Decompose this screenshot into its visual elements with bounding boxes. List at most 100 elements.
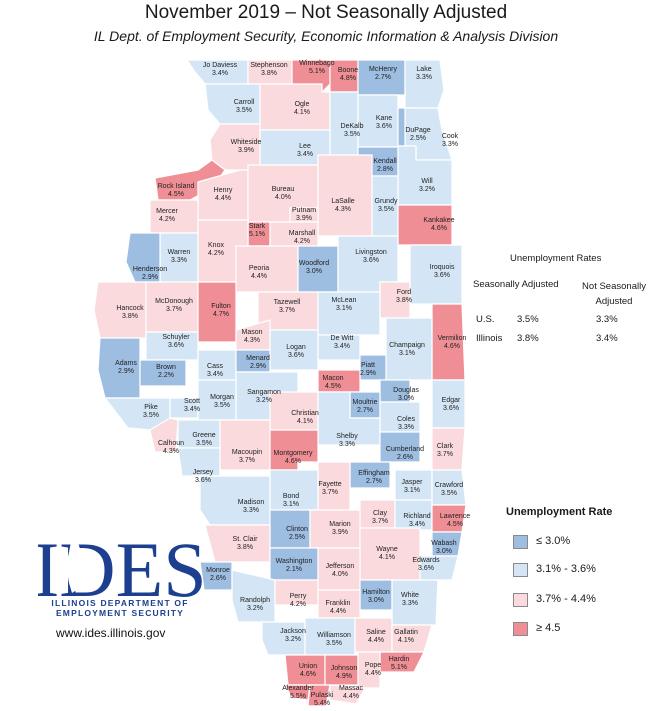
county-rate-label: 3.5%	[236, 107, 252, 114]
county-rate-label: 3.7%	[372, 518, 388, 525]
county-rate-label: 4.9%	[336, 673, 352, 680]
legend-swatch	[513, 593, 528, 607]
county-name-label: Will	[421, 178, 433, 185]
county-name-label: De Witt	[331, 335, 354, 342]
county-name-label: Edwards	[412, 557, 440, 564]
county-name-label: Jasper	[401, 479, 423, 486]
county-rate-label: 3.1%	[404, 487, 420, 494]
county-rate-label: 3.3%	[243, 507, 259, 514]
county-rate-label: 4.3%	[244, 337, 260, 344]
county-rate-label: 4.5%	[325, 383, 341, 390]
county-rate-label: 4.2%	[294, 238, 310, 245]
rates-row-nsa: 3.4%	[596, 333, 618, 344]
county-name-label: Gallatin	[394, 629, 418, 636]
county-rate-label: 2.9%	[142, 274, 158, 281]
county-name-label: Livingston	[355, 249, 387, 256]
county-rate-label: 4.4%	[330, 608, 346, 615]
county-name-label: McHenry	[369, 66, 398, 73]
county-rate-label: 3.4%	[184, 406, 200, 413]
county-rate-label: 3.5%	[441, 490, 457, 497]
county-name-label: Madison	[238, 499, 265, 506]
county-rate-label: 3.8%	[396, 297, 412, 304]
county-name-label: Grundy	[375, 198, 398, 205]
county-rate-label: 3.6%	[376, 123, 392, 130]
county-rate-label: 3.6%	[443, 405, 459, 412]
legend-item: ≤ 3.0%	[513, 534, 643, 552]
county-rate-label: 4.1%	[294, 109, 310, 116]
county-name-label: Pulaski	[311, 692, 334, 699]
county-name-label: Kendall	[373, 158, 397, 165]
county-rate-label: 2.5%	[410, 135, 426, 142]
county-name-label: Pope	[365, 662, 381, 669]
county-name-label: Woodford	[299, 260, 329, 267]
county-rate-label: 4.4%	[215, 195, 231, 202]
county-name-label: Alexander	[282, 685, 314, 692]
county-rate-label: 2.7%	[375, 74, 391, 81]
county-rate-label: 3.6%	[195, 477, 211, 484]
county-randolph	[231, 569, 276, 623]
county-rate-label: 3.8%	[122, 313, 138, 320]
county-rate-label: 3.0%	[368, 597, 384, 604]
rates-row-area: Illinois	[476, 333, 503, 344]
county-rate-label: 4.4%	[368, 637, 384, 644]
county-rate-label: 3.5%	[378, 206, 394, 213]
county-rate-label: 4.4%	[343, 693, 359, 700]
county-name-label: Cumberland	[386, 446, 424, 453]
rates-row-nsa: 3.3%	[596, 314, 618, 325]
county-rate-label: 2.8%	[377, 166, 393, 173]
county-rate-label: 5.1%	[391, 664, 407, 671]
county-rate-label: 2.9%	[250, 363, 266, 370]
county-name-label: Macoupin	[232, 449, 262, 456]
county-name-label: Tazewell	[274, 299, 301, 306]
county-name-label: Effingham	[358, 470, 390, 477]
county-rate-label: 5.1%	[249, 231, 265, 238]
county-shapes	[93, 59, 467, 707]
county-rate-label: 4.5%	[168, 191, 184, 198]
county-white	[391, 579, 439, 626]
county-rate-label: 2.9%	[360, 370, 376, 377]
county-rate-label: 3.1%	[336, 305, 352, 312]
legend-item: 3.7% - 4.4%	[513, 592, 643, 610]
county-brown	[139, 359, 187, 387]
rates-row-sa: 3.8%	[517, 333, 539, 344]
county-name-label: Lee	[299, 143, 311, 150]
county-name-label: Schuyler	[162, 334, 190, 341]
county-name-label: Boone	[338, 67, 358, 74]
county-rate-label: 3.3%	[402, 600, 418, 607]
county-name-label: Champaign	[389, 342, 425, 349]
page-title: November 2019 – Not Seasonally Adjusted	[144, 2, 508, 23]
rates-row-sa: 3.5%	[517, 314, 539, 325]
county-rate-label: 3.6%	[288, 352, 304, 359]
county-name-label: Stark	[249, 223, 266, 230]
county-rate-label: 3.3%	[416, 74, 432, 81]
county-name-label: Putnam	[292, 207, 316, 214]
county-name-label: Calhoun	[158, 440, 184, 447]
county-rate-label: 3.6%	[434, 272, 450, 279]
county-name-label: Ford	[397, 289, 412, 296]
county-rate-label: 4.1%	[297, 418, 313, 425]
county-rate-label: 5.1%	[309, 68, 325, 75]
legend-swatch	[513, 535, 528, 549]
county-rate-label: 3.0%	[436, 548, 452, 555]
county-name-label: Whiteside	[231, 139, 262, 146]
county-rate-label: 3.2%	[285, 636, 301, 643]
county-rate-label: 2.1%	[286, 566, 302, 573]
county-name-label: Clinton	[286, 526, 308, 533]
website-link[interactable]: www.ides.illinois.gov	[56, 626, 166, 640]
county-rate-label: 4.6%	[285, 458, 301, 465]
county-rate-label: 3.7%	[166, 306, 182, 313]
county-rate-label: 2.2%	[158, 372, 174, 379]
county-vermilion	[431, 303, 466, 381]
county-name-label: Williamson	[317, 632, 351, 639]
county-rate-label: 3.7%	[437, 451, 453, 458]
county-rate-label: 3.1%	[283, 501, 299, 508]
county-name-label: Sangamon	[247, 389, 281, 396]
county-name-label: Clay	[373, 510, 388, 517]
county-name-label: Knox	[208, 242, 224, 249]
county-name-label: Jersey	[193, 469, 214, 476]
county-name-label: Hardin	[389, 656, 410, 663]
county-name-label: Saline	[366, 629, 386, 636]
county-rate-label: 3.3%	[442, 141, 458, 148]
county-name-label: Jo Daviess	[203, 62, 238, 69]
legend-swatch	[513, 622, 528, 636]
